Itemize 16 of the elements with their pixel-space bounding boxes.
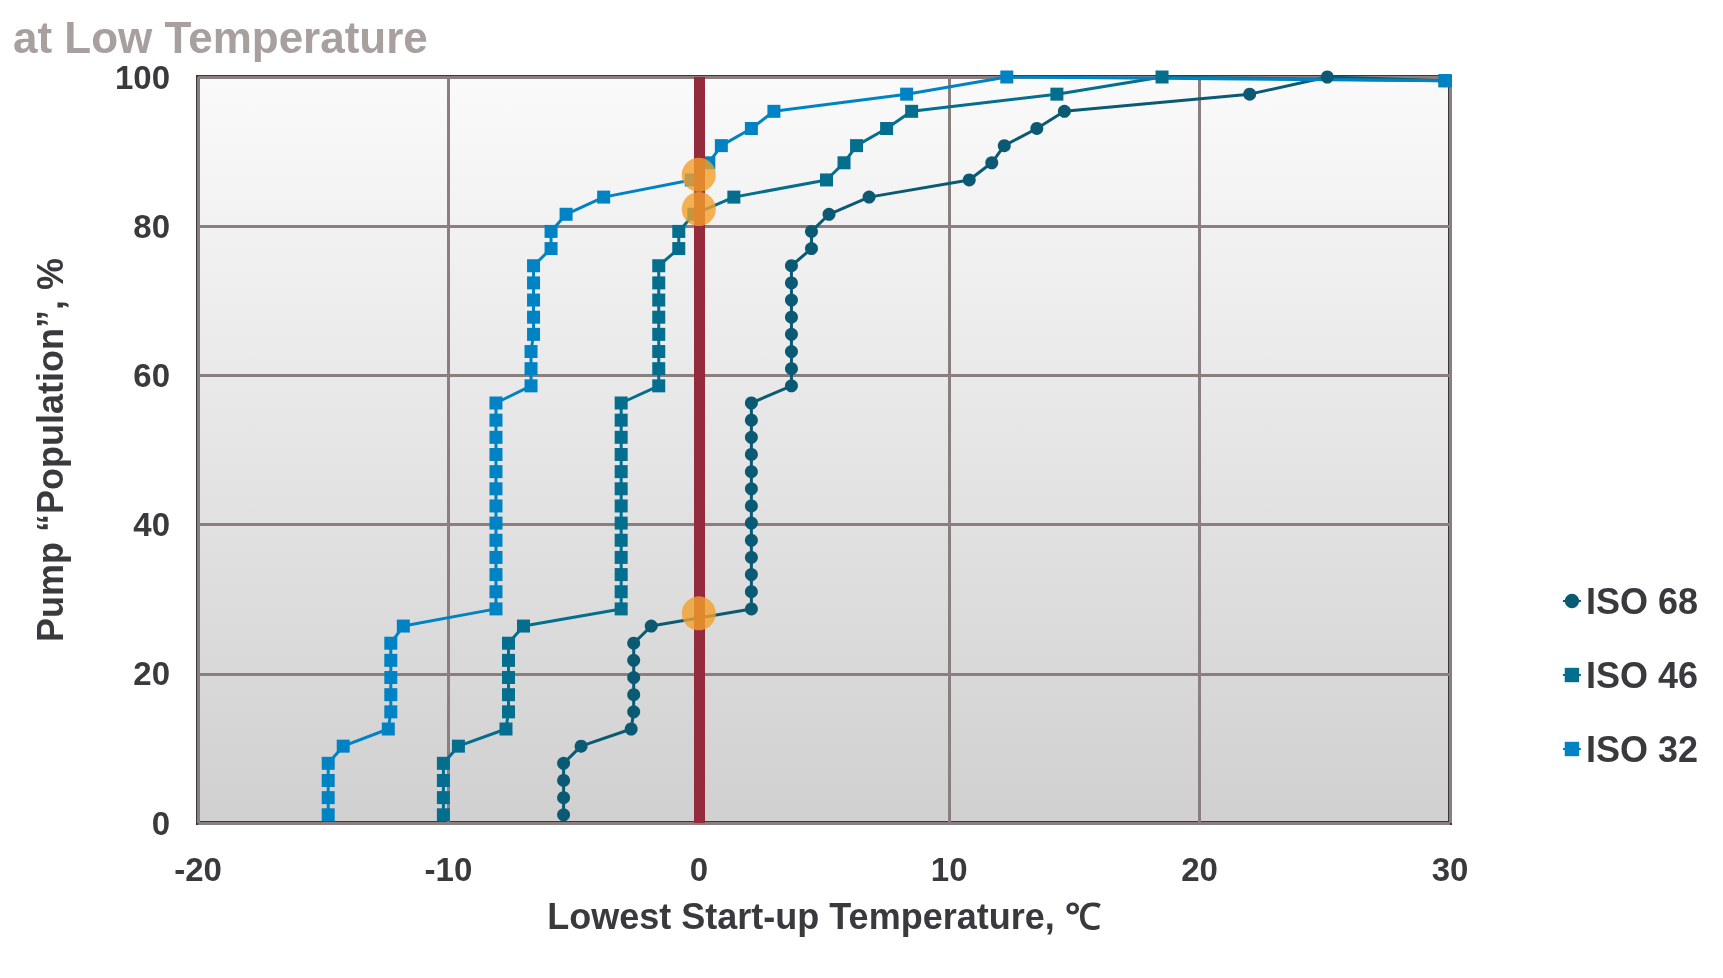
y-tick-label: 60 <box>133 356 170 394</box>
y-tick-label: 80 <box>133 207 170 245</box>
x-tick-label: -10 <box>424 851 473 888</box>
x-axis-title: Lowest Start-up Temperature, ℃ <box>547 895 1101 937</box>
y-axis-title: Pump “Population”, % <box>29 258 71 642</box>
x-tick-label: 10 <box>930 851 968 888</box>
legend-label: ISO 68 <box>1585 580 1698 622</box>
x-tick-label: -20 <box>174 851 222 888</box>
x-tick-label: 30 <box>1431 851 1469 888</box>
y-tick-label: 0 <box>151 804 170 842</box>
legend-label: ISO 32 <box>1585 728 1698 770</box>
x-tick-label: 0 <box>689 851 708 888</box>
y-tick-label: 20 <box>133 655 170 693</box>
legend-label: ISO 46 <box>1585 654 1698 696</box>
y-tick-label: 40 <box>133 506 170 544</box>
x-tick-label: 20 <box>1181 851 1218 888</box>
